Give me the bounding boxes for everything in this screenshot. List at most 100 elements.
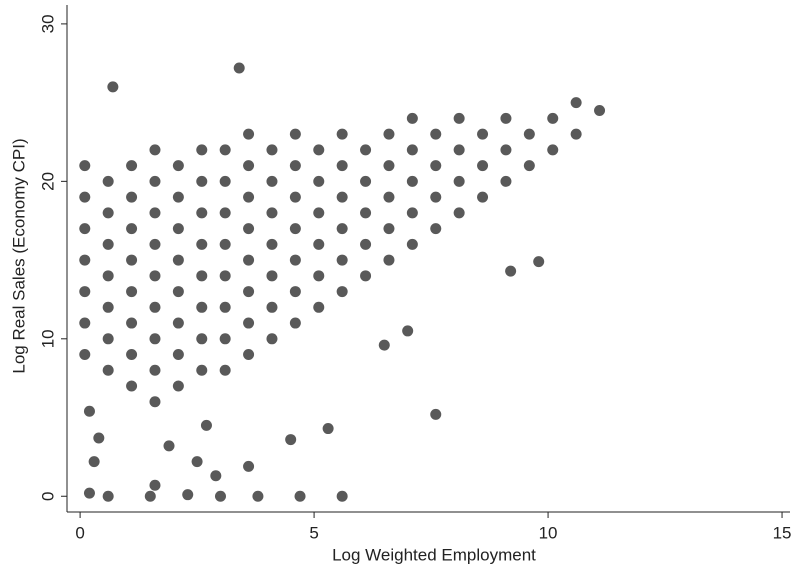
x-tick-label: 10 — [539, 523, 558, 542]
point — [243, 317, 255, 329]
point — [266, 301, 278, 313]
point — [360, 175, 372, 187]
point — [289, 128, 301, 140]
point — [149, 396, 161, 408]
point — [102, 364, 114, 376]
point — [107, 81, 119, 93]
point — [406, 112, 418, 124]
point — [500, 175, 512, 187]
point — [406, 175, 418, 187]
x-tick-label: 15 — [773, 523, 792, 542]
point — [570, 97, 582, 109]
x-tick-label: 0 — [75, 523, 84, 542]
point — [594, 104, 606, 116]
point — [243, 191, 255, 203]
point — [219, 144, 231, 156]
x-tick-label: 5 — [309, 523, 318, 542]
point — [126, 160, 138, 172]
x-axis-title: Log Weighted Employment — [332, 545, 536, 564]
point — [547, 144, 559, 156]
point — [453, 175, 465, 187]
point — [533, 256, 545, 268]
point — [430, 128, 442, 140]
point — [191, 456, 203, 468]
point — [285, 434, 297, 446]
point — [243, 254, 255, 266]
point — [102, 270, 114, 282]
point — [102, 238, 114, 250]
point — [93, 432, 105, 444]
point — [149, 364, 161, 376]
point — [360, 238, 372, 250]
point — [172, 254, 184, 266]
point — [294, 490, 306, 502]
point — [523, 160, 535, 172]
point — [500, 144, 512, 156]
y-axis-title: Log Real Sales (Economy CPI) — [9, 138, 28, 373]
point — [266, 238, 278, 250]
point — [196, 238, 208, 250]
point — [477, 128, 489, 140]
point — [453, 144, 465, 156]
point — [453, 207, 465, 219]
point — [149, 479, 161, 491]
point — [505, 265, 517, 277]
point — [219, 238, 231, 250]
point — [243, 286, 255, 298]
point — [219, 301, 231, 313]
point — [172, 317, 184, 329]
point — [360, 270, 372, 282]
point — [336, 191, 348, 203]
point — [79, 254, 91, 266]
point — [289, 286, 301, 298]
point — [336, 223, 348, 235]
point — [149, 175, 161, 187]
point — [430, 160, 442, 172]
point — [383, 254, 395, 266]
point — [196, 333, 208, 345]
point — [336, 286, 348, 298]
point — [102, 175, 114, 187]
point — [243, 160, 255, 172]
point — [219, 175, 231, 187]
point — [313, 270, 325, 282]
point — [477, 160, 489, 172]
point — [289, 191, 301, 203]
y-tick-label: 20 — [38, 172, 57, 191]
point — [102, 301, 114, 313]
point — [149, 238, 161, 250]
point — [547, 112, 559, 124]
y-tick-label: 10 — [38, 329, 57, 348]
point — [219, 270, 231, 282]
point — [430, 223, 442, 235]
point — [149, 207, 161, 219]
point — [266, 144, 278, 156]
point — [196, 175, 208, 187]
point — [336, 160, 348, 172]
point — [126, 286, 138, 298]
point — [252, 490, 264, 502]
point — [523, 128, 535, 140]
point — [313, 238, 325, 250]
point — [360, 207, 372, 219]
point — [83, 487, 95, 499]
point — [360, 144, 372, 156]
point — [200, 419, 212, 431]
point — [126, 349, 138, 361]
point — [79, 349, 91, 361]
point — [570, 128, 582, 140]
point — [196, 364, 208, 376]
point — [406, 238, 418, 250]
point — [289, 317, 301, 329]
point — [313, 144, 325, 156]
point — [336, 490, 348, 502]
point — [430, 191, 442, 203]
point — [83, 405, 95, 417]
point — [289, 223, 301, 235]
point — [172, 191, 184, 203]
point — [243, 460, 255, 472]
point — [322, 423, 334, 435]
point — [214, 490, 226, 502]
point — [172, 380, 184, 392]
